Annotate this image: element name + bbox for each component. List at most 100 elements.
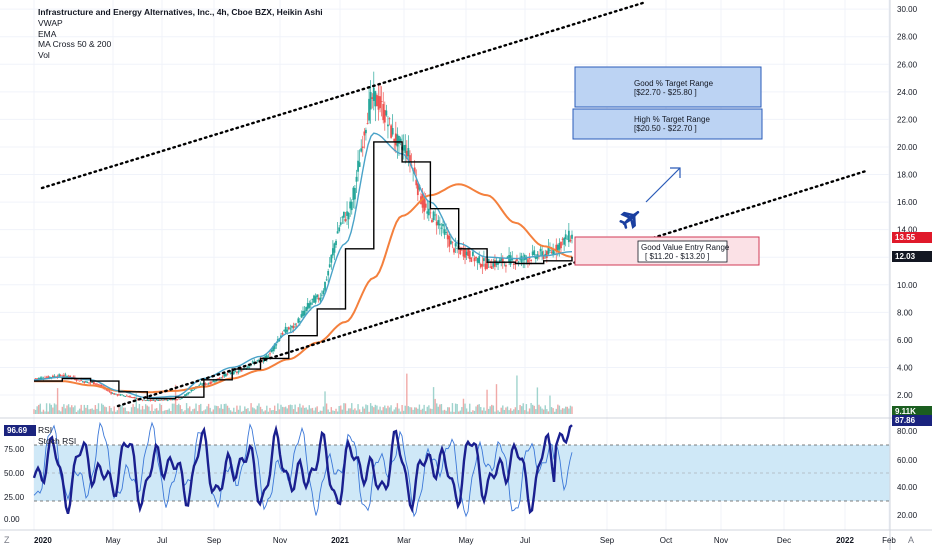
- candle-body: [88, 382, 90, 384]
- candle-body: [380, 101, 383, 102]
- price-axis[interactable]: 30.00 28.00 26.00 24.00 22.00 20.00 18.00 16.00…: [897, 5, 918, 400]
- time-tick-label: 2021: [331, 536, 349, 545]
- volume-bar: [60, 411, 62, 414]
- volume-bar: [527, 411, 529, 414]
- candle-body: [69, 375, 72, 378]
- candle-body: [160, 399, 163, 401]
- volume-bar: [119, 406, 122, 414]
- candle-body: [347, 212, 350, 220]
- candle-body: [423, 198, 426, 212]
- volume-bar: [255, 409, 257, 414]
- lower-trendline[interactable]: [116, 169, 868, 408]
- rsi-axis-right[interactable]: 80.00 60.00 40.00 20.00: [897, 427, 918, 520]
- volume-bar: [41, 411, 43, 414]
- candle-body: [171, 398, 174, 400]
- candle-body: [92, 381, 95, 385]
- candle-body: [308, 303, 311, 308]
- candle-body: [37, 377, 40, 379]
- up-arrow[interactable]: [645, 167, 681, 203]
- high-target-box[interactable]: High % Target Range [$20.50 - $22.70 ]: [572, 108, 763, 140]
- volume-bar: [310, 408, 312, 414]
- candle-body: [424, 203, 427, 208]
- volume-bar: [395, 407, 397, 414]
- price-tick-label: 20.00: [897, 143, 918, 152]
- candle-body: [446, 234, 449, 240]
- volume-bar: [217, 406, 219, 414]
- volume-bar: [483, 407, 485, 414]
- volume-bar: [154, 408, 156, 414]
- indicator-vwap[interactable]: VWAP: [38, 17, 63, 28]
- volume-bar: [167, 409, 169, 414]
- good-target-box[interactable]: Good % Target Range [$22.70 - $25.80 ]: [574, 66, 762, 108]
- candle-body: [383, 109, 386, 123]
- chart-legend[interactable]: Infrastructure and Energy Alternatives, …: [38, 7, 323, 61]
- candle-body: [374, 91, 377, 107]
- candle-body: [451, 241, 454, 243]
- indicator-ema[interactable]: EMA: [38, 28, 57, 39]
- volume-bar: [568, 408, 570, 414]
- rsi-value-badge: 96.69: [4, 425, 36, 436]
- candle-body: [177, 398, 180, 400]
- log-scale-toggle[interactable]: Z: [4, 535, 10, 545]
- rsi-pane[interactable]: [32, 421, 890, 518]
- candle-body: [248, 366, 251, 368]
- volume-bar: [514, 407, 517, 414]
- volume-bar: [431, 408, 433, 414]
- entry-range-box[interactable]: Good Value Entry Range [ $11.20 - $13.20…: [574, 236, 760, 266]
- volume-bar: [387, 405, 389, 414]
- candle-body: [429, 212, 432, 214]
- candle-body: [96, 383, 98, 385]
- stoch-rsi-label[interactable]: Stoch RSI: [38, 436, 77, 446]
- indicator-vol[interactable]: Vol: [38, 50, 50, 61]
- volume-bar: [47, 411, 49, 414]
- time-tick-label: May: [458, 536, 473, 545]
- volume-bar: [453, 411, 455, 414]
- volume-bar: [289, 404, 292, 414]
- candle-body: [118, 394, 120, 396]
- candle-body: [86, 382, 89, 383]
- volume-bar: [502, 405, 504, 414]
- candle-body: [331, 248, 334, 256]
- candle-body: [36, 378, 39, 380]
- candle-body: [328, 264, 331, 268]
- time-tick-label: Sep: [207, 536, 222, 545]
- volume-bar: [458, 411, 460, 414]
- volume-bar: [464, 403, 466, 414]
- candle-body: [198, 385, 201, 387]
- upper-trendline[interactable]: [40, 0, 648, 190]
- candle-body: [136, 398, 139, 400]
- candle-body: [564, 234, 567, 240]
- volume-bar: [396, 403, 399, 414]
- volume-bar: [189, 406, 191, 414]
- auto-scale-toggle[interactable]: A: [908, 535, 915, 545]
- volume-bar: [218, 408, 221, 414]
- candle-body: [550, 251, 553, 253]
- volume-bar: [273, 405, 276, 414]
- volume-bar: [201, 411, 204, 414]
- volume-bar: [528, 408, 531, 414]
- volume-bar: [369, 403, 372, 414]
- candle-body: [471, 251, 474, 256]
- volume-bar: [462, 398, 465, 414]
- candle-body: [346, 211, 348, 216]
- symbol-title[interactable]: Infrastructure and Energy Alternatives, …: [38, 7, 323, 17]
- volume-bar: [382, 407, 384, 414]
- volume-bar: [126, 411, 128, 414]
- rsi-label[interactable]: RSI: [38, 425, 53, 435]
- candle-body: [339, 222, 342, 225]
- volume-bar: [571, 406, 573, 414]
- time-tick-label: Dec: [777, 536, 791, 545]
- airplane-icon[interactable]: [618, 206, 643, 230]
- candle-body: [232, 371, 235, 375]
- candle-body: [473, 257, 476, 262]
- candle-body: [99, 384, 101, 386]
- candle-body: [316, 294, 319, 298]
- candle-body: [152, 399, 155, 401]
- time-axis[interactable]: 2020 May Jul Sep Nov 2021 Mar May Jul Sep Oct Nov De…: [34, 536, 896, 545]
- volume-bar: [244, 406, 246, 414]
- candle-body: [567, 230, 570, 243]
- indicator-ma-cross[interactable]: MA Cross 50 & 200: [38, 39, 112, 50]
- volume-bar: [110, 407, 112, 414]
- volume-bar: [135, 393, 137, 414]
